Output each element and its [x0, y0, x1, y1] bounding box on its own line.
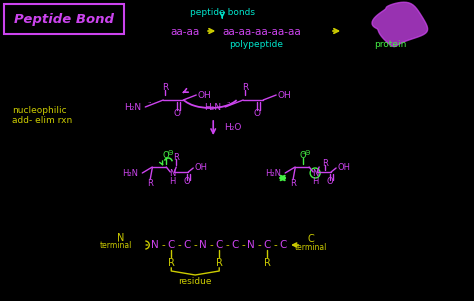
Text: aa-aa-aa-aa-aa: aa-aa-aa-aa-aa: [223, 27, 301, 37]
Text: R: R: [242, 82, 248, 92]
Text: ··: ··: [226, 100, 230, 106]
Text: H₂O: H₂O: [224, 123, 242, 132]
Text: -: -: [177, 240, 181, 250]
Text: -: -: [225, 240, 229, 250]
Text: OH: OH: [337, 163, 350, 172]
Text: nucleophilic: nucleophilic: [12, 106, 67, 115]
Text: C: C: [264, 240, 271, 250]
Text: R: R: [147, 178, 153, 188]
Text: N: N: [312, 169, 319, 178]
Text: O: O: [300, 151, 307, 160]
Text: C: C: [168, 240, 175, 250]
Text: -: -: [193, 240, 197, 250]
Text: H₂N: H₂N: [265, 169, 281, 178]
Text: C: C: [216, 240, 223, 250]
Text: peptide bonds: peptide bonds: [190, 8, 255, 17]
Text: R: R: [162, 82, 168, 92]
Text: aa-aa: aa-aa: [171, 27, 200, 37]
Text: Θ: Θ: [304, 150, 310, 156]
Text: N: N: [247, 240, 255, 250]
Text: C: C: [308, 234, 315, 244]
Text: C: C: [183, 240, 191, 250]
Text: O: O: [184, 178, 191, 187]
Text: R: R: [168, 258, 175, 268]
Text: -: -: [273, 240, 277, 250]
Text: H₂N: H₂N: [124, 103, 141, 111]
Text: terminal: terminal: [295, 243, 328, 252]
Text: protein: protein: [374, 40, 406, 49]
Text: C: C: [231, 240, 239, 250]
Text: -: -: [161, 240, 165, 250]
Text: N: N: [200, 240, 207, 250]
Text: -: -: [241, 240, 245, 250]
Text: R: R: [173, 153, 179, 162]
Text: polypeptide: polypeptide: [229, 40, 283, 49]
Text: -: -: [257, 240, 261, 250]
Text: ··: ··: [147, 100, 152, 106]
Text: O: O: [163, 151, 170, 160]
Text: C: C: [280, 240, 287, 250]
Text: Θ: Θ: [168, 150, 173, 156]
FancyBboxPatch shape: [4, 4, 124, 34]
Text: H₂N: H₂N: [122, 169, 138, 178]
Text: terminal: terminal: [100, 241, 133, 250]
Text: R: R: [216, 258, 223, 268]
Text: H: H: [312, 176, 319, 185]
Text: R: R: [264, 258, 271, 268]
Text: O: O: [174, 108, 181, 117]
Text: N: N: [151, 240, 159, 250]
Text: OH: OH: [277, 91, 291, 100]
Text: -: -: [210, 240, 213, 250]
Text: N: N: [117, 233, 124, 243]
Polygon shape: [372, 2, 428, 47]
Text: N: N: [169, 169, 175, 178]
Text: H: H: [169, 176, 175, 185]
Text: OH: OH: [197, 91, 211, 100]
Text: R: R: [290, 178, 296, 188]
Text: O: O: [254, 108, 261, 117]
Text: O: O: [327, 178, 333, 187]
Text: OH: OH: [194, 163, 207, 172]
Text: R: R: [322, 159, 328, 167]
Text: Peptide Bond: Peptide Bond: [14, 13, 114, 26]
Text: H₂N: H₂N: [204, 103, 221, 111]
Text: residue: residue: [179, 278, 212, 287]
Text: ··: ··: [301, 151, 305, 157]
Text: add- elim rxn: add- elim rxn: [12, 116, 73, 125]
